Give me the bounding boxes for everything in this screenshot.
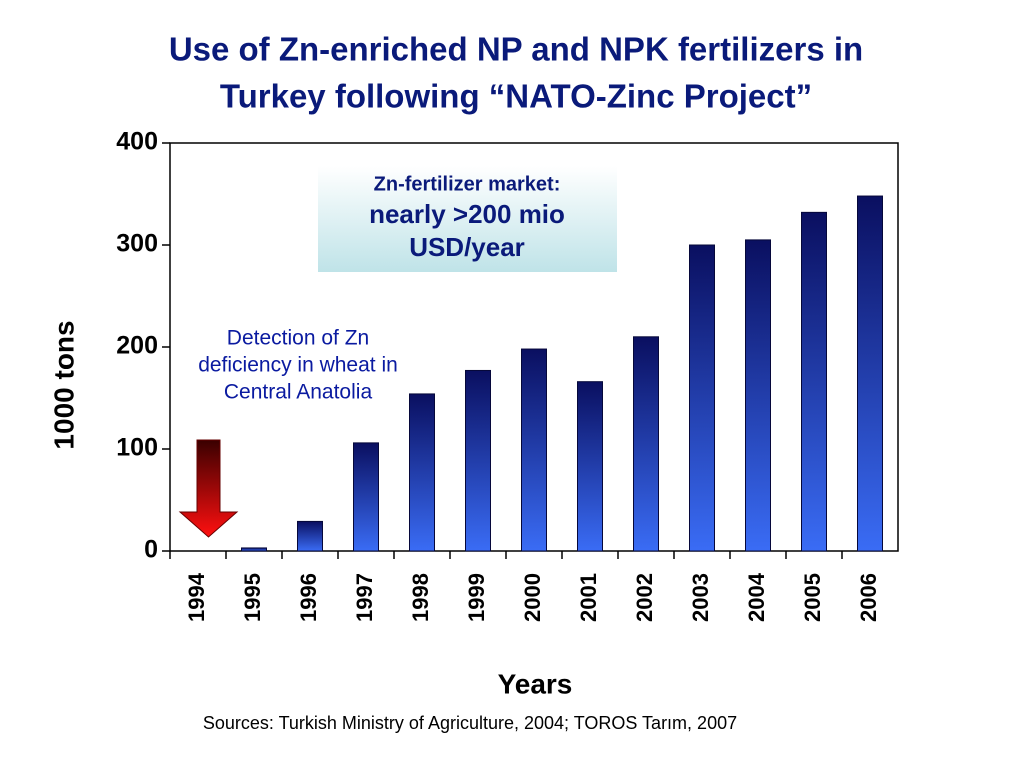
x-tick-label: 1994 — [184, 572, 209, 622]
bar — [857, 195, 883, 552]
x-tick-label: 2006 — [856, 573, 881, 622]
arrow — [178, 439, 239, 538]
x-tick-label: 1998 — [408, 573, 433, 622]
x-tick-label: 1995 — [240, 573, 265, 622]
x-tick-label: 2001 — [576, 573, 601, 622]
y-tick-label: 0 — [144, 536, 158, 564]
bar — [241, 547, 267, 552]
y-tick-label: 100 — [116, 434, 158, 462]
annotation-text: nearly >200 mio — [369, 199, 565, 229]
bar — [353, 442, 379, 552]
y-tick-label: 300 — [116, 230, 158, 258]
y-axis-label: 1000 tons — [48, 320, 79, 449]
x-tick-label: 1996 — [296, 573, 321, 622]
annotation-text: Zn-fertilizer market: — [374, 173, 561, 195]
annotation-text: deficiency in wheat in — [198, 354, 398, 377]
x-axis-label: Years — [498, 668, 573, 699]
bar — [465, 369, 491, 552]
x-tick-label: 1999 — [464, 573, 489, 622]
x-tick-label: 2003 — [688, 573, 713, 622]
source-note: Sources: Turkish Ministry of Agriculture… — [203, 713, 737, 733]
bar — [577, 381, 603, 552]
chart-title: Turkey following “NATO-Zinc Project” — [220, 78, 812, 115]
x-tick-label: 2002 — [632, 573, 657, 622]
bar — [297, 520, 323, 552]
bar — [521, 348, 547, 552]
chart-title: Use of Zn-enriched NP and NPK fertilizer… — [169, 31, 863, 68]
annotation-box — [318, 166, 617, 272]
bar — [801, 211, 827, 552]
x-tick-label: 2000 — [520, 573, 545, 622]
annotation-text: USD/year — [409, 232, 525, 262]
x-tick-label: 2004 — [744, 572, 769, 622]
bar — [745, 239, 771, 552]
y-tick-label: 400 — [116, 128, 158, 156]
y-tick-label: 200 — [116, 332, 158, 360]
annotation-text: Central Anatolia — [224, 381, 373, 404]
bar — [409, 393, 435, 552]
annotation-text: Detection of Zn — [227, 327, 369, 350]
x-tick-label: 1997 — [352, 573, 377, 622]
bar — [633, 336, 659, 552]
x-tick-label: 2005 — [800, 573, 825, 622]
bar — [689, 244, 715, 552]
